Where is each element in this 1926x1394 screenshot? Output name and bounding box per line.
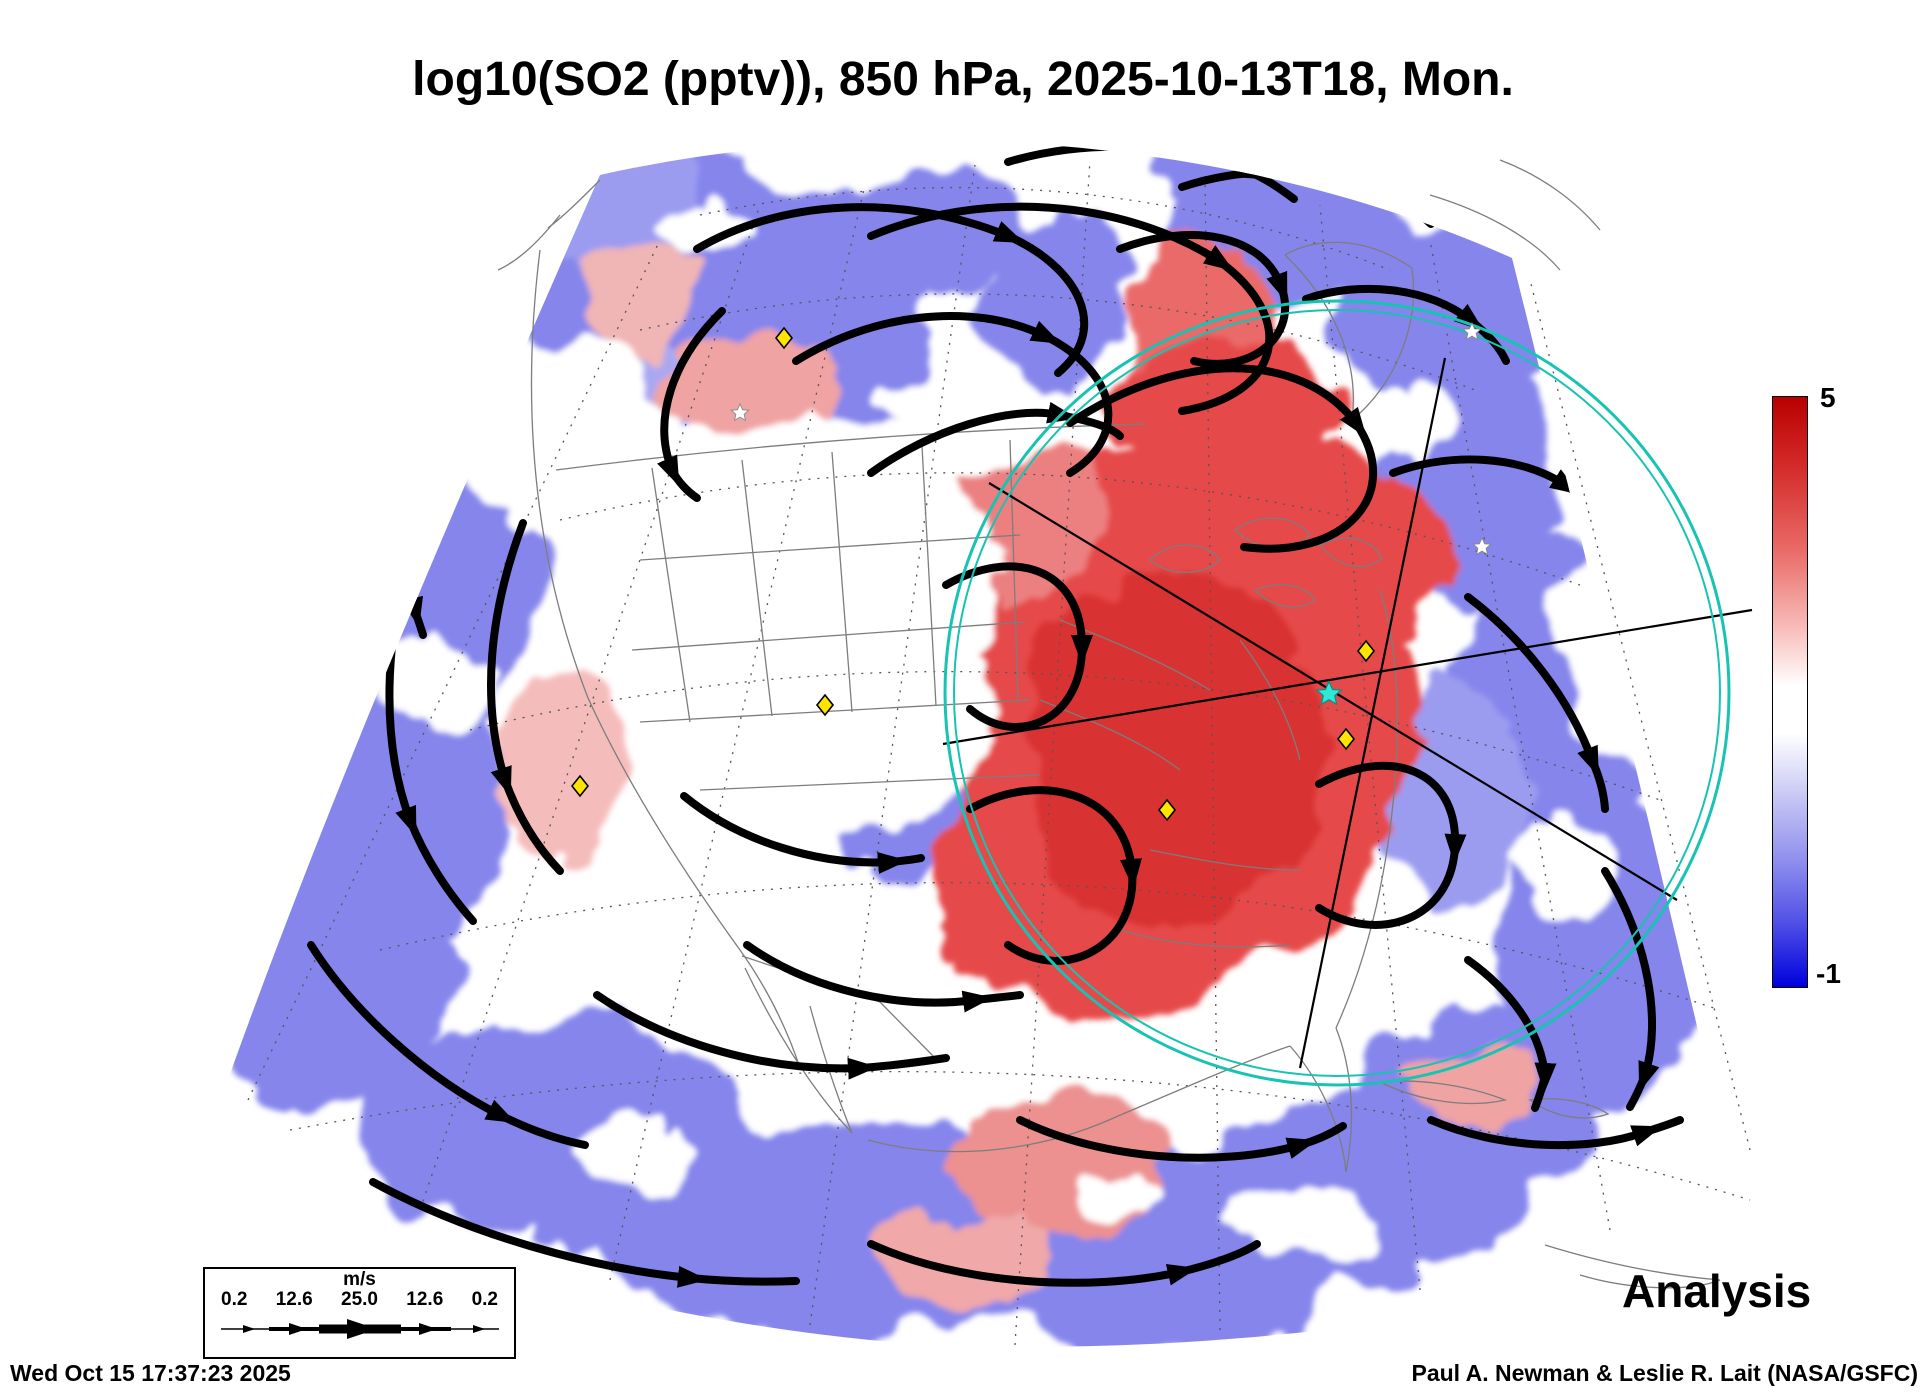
so2-field — [210, 140, 1740, 1347]
site-markers — [570, 326, 1376, 822]
site-marker-diamond — [774, 326, 794, 350]
wind-tick-label: 0.2 — [221, 1289, 248, 1310]
plot-title: log10(SO2 (pptv)), 850 hPa, 2025-10-13T1… — [412, 53, 1514, 106]
wind-tick-label: 12.6 — [275, 1289, 313, 1310]
colorbar — [1772, 396, 1808, 988]
credit-line: Paul A. Newman & Leslie R. Lait (NASA/GS… — [1411, 1360, 1918, 1386]
site-marker-diamond — [570, 774, 590, 798]
wind-scale-arrow-icon — [220, 1319, 499, 1339]
site-marker-diamond — [1356, 639, 1376, 663]
colorbar-max-label: 5 — [1820, 382, 1836, 413]
wind-tick-label: 0.2 — [471, 1289, 498, 1310]
wind-tick-label: 25.0 — [341, 1289, 378, 1310]
range-circle — [943, 299, 1731, 1087]
wind-speed-legend: m/s 0.2 12.6 25.0 12.6 0.2 — [203, 1267, 516, 1359]
generation-timestamp: Wed Oct 15 17:37:23 2025 — [10, 1360, 291, 1386]
site-marker-diamond — [1157, 798, 1177, 822]
analysis-label: Analysis — [1622, 1265, 1812, 1317]
wind-legend-ticks: 0.2 12.6 25.0 12.6 0.2 — [205, 1290, 514, 1310]
site-marker-diamond — [1336, 727, 1356, 751]
wind-tick-label: 12.6 — [406, 1289, 444, 1310]
site-marker-diamond — [815, 693, 835, 717]
wind-legend-unit: m/s — [343, 1269, 376, 1290]
colorbar-min-label: -1 — [1816, 958, 1841, 989]
